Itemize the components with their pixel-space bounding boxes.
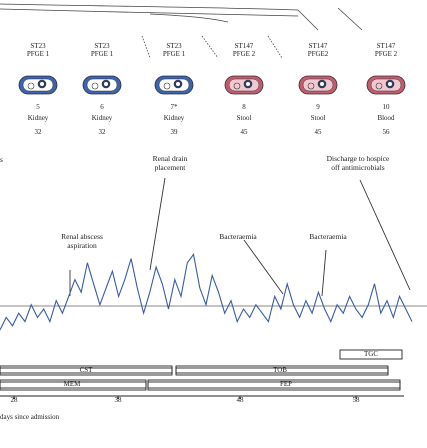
- isolate-day: 9: [316, 103, 320, 111]
- isolate-st: ST147: [234, 42, 254, 50]
- isolate-day: 10: [382, 103, 390, 111]
- annotation-text: Discharge to hospice off antimicrobials: [326, 154, 390, 172]
- isolate-day: 5: [36, 103, 40, 111]
- isolate-st: ST23: [30, 42, 46, 50]
- isolate-count: 56: [382, 128, 390, 136]
- annotation-text: Bacteraemia: [219, 232, 257, 241]
- isolate-pfge: PFGE 2: [374, 50, 398, 58]
- antibiotic-bars: [0, 349, 403, 391]
- klebsiella-bacterium-icon: [82, 75, 122, 95]
- x-tick: 48: [236, 396, 244, 404]
- bar-label-cst: CST: [79, 366, 93, 374]
- klebsiella-bacterium-icon: [154, 75, 194, 95]
- isolate-day: 6: [100, 103, 104, 111]
- bar-label-mem: MEM: [63, 380, 81, 388]
- top-connector-lines: [0, 3, 363, 31]
- x-tick: 28: [10, 396, 18, 404]
- klebsiella-bacterium-icon: [18, 75, 58, 95]
- isolate-count: 32: [34, 128, 42, 136]
- isolate-day: 7*: [170, 103, 178, 111]
- bar-label-tgc: TGC: [364, 350, 378, 358]
- isolate-source: Kidney: [163, 114, 185, 122]
- annotation-text: Renal abscess aspiration: [61, 232, 103, 250]
- isolate-st: ST147: [376, 42, 396, 50]
- annotation-text: Bacteraemia: [309, 232, 347, 241]
- bar-label-fep: FEP: [279, 380, 293, 388]
- isolate-count: 45: [240, 128, 248, 136]
- x-tick: 38: [114, 396, 122, 404]
- isolate-separators: [141, 35, 283, 59]
- bar-label-tob: TOB: [273, 366, 287, 374]
- annotation-bacteraemia-1: Bacteraemia: [219, 232, 256, 241]
- x-axis-label: days since admission: [0, 413, 60, 421]
- bar-fep: [147, 379, 401, 391]
- isolate-source: Stool: [310, 114, 326, 122]
- isolate-pfge: PFGE 1: [162, 50, 186, 58]
- cpe-bacterium-icon: [298, 75, 338, 95]
- isolate-pfge: PFGE 1: [26, 50, 50, 58]
- isolate-pfge: PFGE 2: [232, 50, 256, 58]
- bar-tob-inner: [175, 367, 389, 374]
- bar-tgc: [339, 349, 403, 360]
- isolate-source: Kidney: [27, 114, 49, 122]
- temperature-trace: [0, 253, 413, 331]
- bar-mem-inner: [0, 381, 147, 389]
- isolate-count: 39: [170, 128, 178, 136]
- isolate-source: Blood: [377, 114, 395, 122]
- annotation-renal-abscess: Renal abscess aspiration: [61, 232, 103, 250]
- bar-fep-inner: [147, 381, 401, 389]
- isolate-st: ST147: [308, 42, 328, 50]
- annotation-discharge: Discharge to hospice off antimicrobials: [327, 154, 390, 172]
- cpe-bacterium-icon: [366, 75, 406, 95]
- left-cut-text: s: [0, 155, 3, 164]
- isolate-count: 32: [98, 128, 106, 136]
- annotation-renal-drain: Renal drain placement: [153, 154, 188, 172]
- isolate-day: 8: [242, 103, 246, 111]
- x-axis-ticks: [13, 396, 357, 399]
- isolate-st: ST23: [166, 42, 182, 50]
- bacteria-icons: [18, 75, 406, 95]
- annotation-bacteraemia-2: Bacteraemia: [309, 232, 346, 241]
- isolate-pfge: PFGE 1: [90, 50, 114, 58]
- bar-cst-inner: [0, 367, 173, 374]
- isolate-source: Kidney: [91, 114, 113, 122]
- annotation-text: Renal drain placement: [152, 154, 188, 172]
- isolate-st: ST23: [94, 42, 110, 50]
- isolate-source: Stool: [236, 114, 252, 122]
- isolate-pfge: PFGE2: [307, 50, 329, 58]
- cpe-bacterium-icon: [224, 75, 264, 95]
- isolate-count: 45: [314, 128, 322, 136]
- x-tick: 58: [352, 396, 360, 404]
